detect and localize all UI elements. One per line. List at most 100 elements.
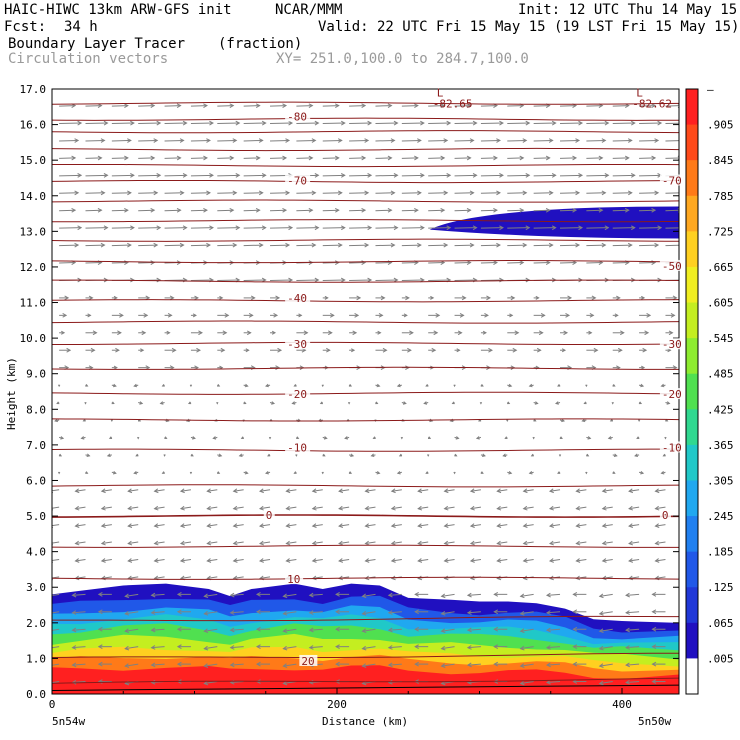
circulation-vector — [520, 646, 534, 650]
vector-head — [651, 207, 657, 213]
vector-head — [337, 190, 343, 196]
vector-head — [654, 242, 660, 248]
vector-head — [334, 155, 340, 161]
circulation-vector — [312, 506, 323, 510]
vector-head — [56, 401, 60, 405]
vector-head — [654, 138, 660, 143]
vector-head — [282, 610, 288, 616]
temperature-contour — [52, 299, 679, 303]
vector-head — [427, 436, 432, 439]
vector-head — [390, 540, 396, 546]
vector-head — [627, 138, 633, 143]
circulation-vector — [375, 122, 398, 125]
contour-label: -50 — [662, 260, 682, 273]
circulation-vector — [164, 174, 187, 177]
vector-head — [420, 173, 425, 178]
y-tick-label: 11.0 — [20, 297, 47, 310]
vector-head — [572, 626, 578, 632]
vector-head — [493, 626, 499, 632]
colorbar-swatch — [686, 551, 698, 588]
colorbar-swatch — [686, 409, 698, 446]
vector-head — [169, 295, 175, 301]
vector-head — [206, 190, 211, 196]
vector-head — [514, 330, 520, 336]
circulation-vector — [296, 244, 316, 247]
vector-head — [525, 120, 531, 126]
vector-head — [367, 225, 373, 231]
vector-head — [103, 120, 109, 126]
vector-head — [203, 103, 208, 109]
vector-head — [255, 661, 261, 667]
vector-head — [74, 540, 80, 546]
temperature-contour — [52, 391, 679, 395]
vector-head — [561, 348, 567, 353]
circulation-vector — [612, 262, 629, 264]
x-tick-label: 400 — [612, 698, 632, 711]
y-tick-label: 6.0 — [26, 474, 46, 487]
vector-head — [504, 436, 508, 439]
vector-head — [232, 523, 238, 528]
vector-head — [493, 644, 499, 650]
y-tick-label: 16.0 — [20, 119, 47, 132]
vector-head — [509, 313, 514, 318]
circulation-vector — [497, 524, 508, 527]
vector-head — [298, 313, 303, 318]
vector-head — [356, 295, 362, 301]
vector-head — [261, 277, 267, 283]
circulation-vector — [401, 209, 418, 212]
circulation-vector — [309, 593, 323, 596]
vector-head — [420, 225, 425, 231]
vector-head — [119, 312, 124, 318]
vector-head — [390, 523, 396, 528]
temperature-contour — [52, 576, 679, 580]
vector-head — [176, 644, 182, 650]
vector-head — [145, 295, 151, 301]
vector-head — [71, 610, 77, 615]
vector-head — [209, 120, 214, 126]
circulation-vector — [507, 227, 530, 229]
circulation-vector — [639, 192, 659, 194]
vector-head — [54, 418, 59, 423]
contour-label-bg — [299, 654, 318, 666]
vector-head — [666, 401, 671, 405]
vector-head — [244, 470, 249, 475]
vector-head — [361, 645, 367, 651]
vector-head — [179, 190, 185, 196]
vector-head — [314, 277, 320, 283]
vector-head — [440, 645, 446, 651]
vector-head — [141, 330, 147, 336]
vector-head — [176, 103, 182, 109]
vector-head — [267, 453, 271, 457]
circulation-vector — [375, 139, 395, 142]
colorbar-label: .425 — [707, 403, 734, 416]
circulation-vector — [230, 681, 244, 684]
vector-head — [261, 225, 267, 231]
contour-label: -40 — [287, 292, 307, 305]
circulation-vector — [480, 244, 500, 247]
circulation-vector — [549, 541, 561, 545]
circulation-vector — [444, 489, 455, 492]
vector-head — [275, 365, 281, 371]
contour-label: -70 — [287, 175, 307, 188]
vector-head — [108, 436, 113, 439]
circulation-vector — [665, 192, 679, 194]
circulation-vector — [520, 628, 534, 632]
circulation-vector — [217, 227, 240, 229]
vector-head — [640, 383, 645, 388]
circulation-vector — [111, 139, 131, 142]
vector-head — [558, 454, 562, 457]
circulation-vector — [72, 663, 86, 666]
vector-head — [130, 173, 135, 178]
vector-head — [258, 242, 264, 248]
x-right-location: 5n50w — [638, 715, 671, 728]
vector-head — [143, 312, 149, 318]
vector-head — [87, 313, 92, 318]
vector-head — [611, 401, 614, 405]
vector-head — [482, 330, 487, 335]
circulation-vector — [190, 244, 210, 247]
vector-head — [258, 523, 264, 528]
vector-head — [354, 312, 360, 318]
vector-head — [97, 661, 103, 667]
vector-head — [206, 540, 212, 546]
circulation-vector — [322, 174, 345, 177]
